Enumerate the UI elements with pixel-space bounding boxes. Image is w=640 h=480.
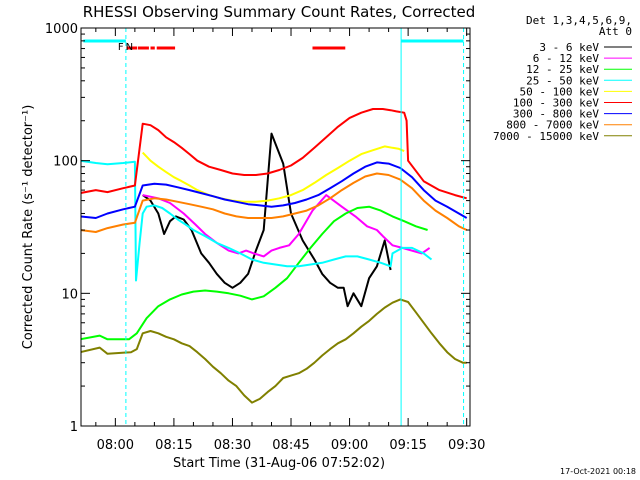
series-line-6-12-kev <box>142 194 431 258</box>
y-tick-label: 100 <box>53 155 78 170</box>
legend-label: 100 - 300 keV <box>513 97 599 110</box>
legend-label: 3 - 6 keV <box>539 41 599 54</box>
series-line-3-6-kev <box>142 132 392 308</box>
x-axis-label: Start Time (31-Aug-06 07:52:02) <box>173 456 385 471</box>
legend-label: 6 - 12 keV <box>533 52 600 65</box>
x-tick-label: 08:15 <box>155 438 192 453</box>
legend-label: 7000 - 15000 keV <box>493 130 599 143</box>
series-layer <box>81 108 468 404</box>
y-tick-label: 10 <box>61 287 78 302</box>
y-axis-label: Corrected Count Rate (s⁻¹ detector⁻¹) <box>21 105 36 350</box>
series-line-50-100-kev <box>141 145 405 203</box>
series-line-25-50-kev <box>81 159 433 282</box>
marker-n: N <box>126 42 133 53</box>
x-tick-label: 09:00 <box>331 438 368 453</box>
chart-title: RHESSI Observing Summary Count Rates, Co… <box>83 3 476 21</box>
axes-layer: 08:00 08:15 08:30 08:45 09:00 09:15 09:30 1 10 10… <box>45 22 486 453</box>
y-tick-label: 1 <box>70 420 78 435</box>
x-tick-label: 09:30 <box>448 438 485 453</box>
legend-label: 800 - 7000 keV <box>506 119 599 132</box>
series-line-12-25-kev <box>81 205 428 341</box>
series-line-300-800-kev <box>81 161 468 219</box>
x-tick-label: 08:45 <box>272 438 309 453</box>
series-line-100-300-kev <box>81 108 467 200</box>
series-line-7000-15000-kev <box>81 298 467 404</box>
x-tick-label: 08:30 <box>214 438 251 453</box>
footer-timestamp: 17-Oct-2021 00:18 <box>560 467 636 476</box>
legend-label: 300 - 800 keV <box>513 108 599 121</box>
legend-header-line-1: Det 1,3,4,5,6,9, <box>526 14 632 27</box>
legend-label: 25 - 50 keV <box>526 74 599 87</box>
x-tick-label: 09:15 <box>389 438 426 453</box>
marker-f: F <box>118 42 124 53</box>
series-line-800-7000-kev <box>81 172 468 233</box>
legend-label: 50 - 100 keV <box>520 85 600 98</box>
y-tick-label: 1000 <box>45 22 78 37</box>
legend-label: 12 - 25 keV <box>526 63 599 76</box>
legend-header-line-2: Att 0 <box>599 25 632 38</box>
x-tick-label: 08:00 <box>97 438 134 453</box>
plot-frame <box>80 27 471 427</box>
